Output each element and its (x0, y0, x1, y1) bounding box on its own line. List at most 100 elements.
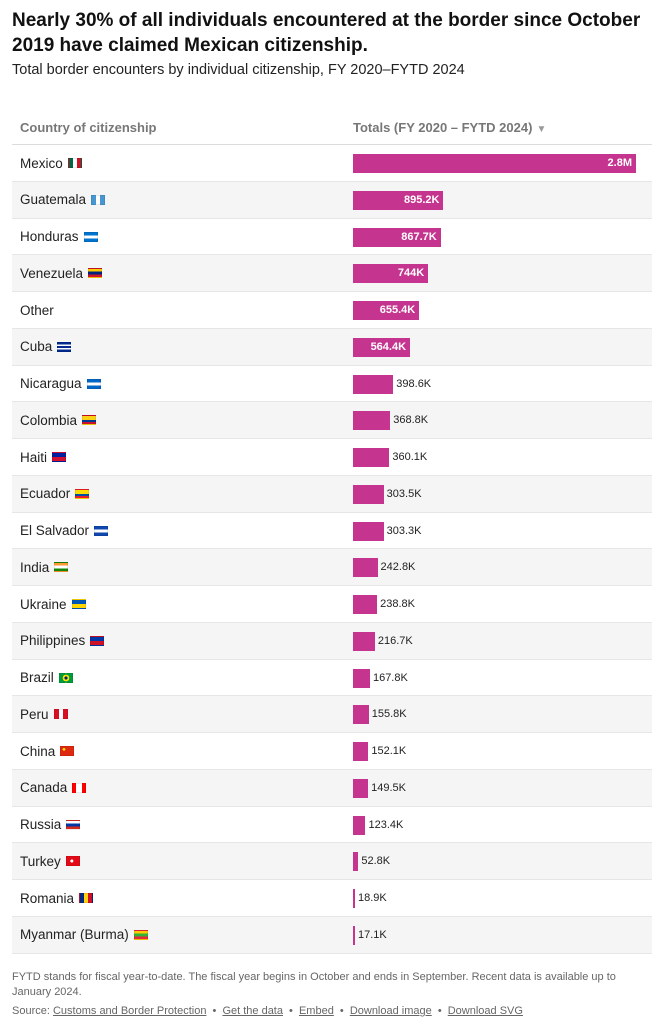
bar (353, 815, 366, 835)
bar-cell: 149.5K (353, 770, 643, 806)
bar-cell: 2.8M (353, 145, 643, 181)
bar (353, 925, 355, 945)
bar-cell: 242.8K (353, 549, 643, 585)
el-salvador-flag-icon (94, 525, 109, 536)
chart-subtitle: Total border encounters by individual ci… (12, 62, 465, 78)
bar (353, 595, 378, 614)
mexico-flag-icon (67, 158, 82, 168)
download-svg-link[interactable]: Download SVG (447, 1005, 523, 1017)
country-name: Romania (20, 890, 75, 906)
table-row: Guatemala 895.2K (12, 181, 652, 219)
country-name: Ukraine (20, 596, 67, 612)
table-row: Brazil 167.8K (12, 660, 652, 697)
sort-descending-icon[interactable]: ▼ (536, 124, 547, 135)
bar-cell: 655.4K (353, 292, 643, 328)
country-cell: Venezuela (20, 255, 103, 291)
country-name: Canada (20, 780, 68, 796)
data-label: 744K (397, 267, 425, 280)
data-label: 867.7K (401, 230, 437, 243)
data-label: 564.4K (370, 340, 407, 353)
download-image-link[interactable]: Download image (349, 1005, 432, 1017)
country-name: Brazil (20, 670, 54, 685)
separator: • (212, 1005, 217, 1017)
honduras-flag-icon (83, 231, 98, 242)
bar-cell: 123.4K (353, 807, 643, 843)
bar (353, 411, 391, 431)
bar-cell: 564.4K (353, 329, 643, 365)
bar-cell: 895.2K (353, 182, 643, 218)
turkey-flag-icon (65, 856, 80, 867)
column-header-country: Country of citizenship (20, 120, 157, 135)
bar (353, 264, 429, 284)
bar (353, 705, 369, 725)
country-cell: Other (20, 292, 54, 328)
country-cell: Russia (20, 807, 81, 843)
country-cell: Philippines (20, 623, 105, 659)
country-name: Turkey (20, 853, 61, 869)
country-name: India (20, 559, 50, 575)
bar (353, 631, 375, 651)
bar (353, 778, 369, 798)
separator: • (437, 1005, 442, 1017)
brazil-flag-icon (58, 672, 73, 683)
data-label: 149.5K (371, 781, 406, 794)
canada-flag-icon (72, 782, 87, 793)
country-name: Ecuador (20, 486, 71, 502)
country-cell: Turkey (20, 843, 80, 879)
column-header-totals[interactable]: Totals (FY 2020 – FYTD 2024) ▼ (353, 120, 546, 135)
bar (353, 668, 370, 688)
table-row: China 152.1K (12, 733, 652, 770)
country-name: China (20, 743, 56, 759)
source-link[interactable]: Customs and Border Protection (52, 1005, 207, 1017)
bar (353, 154, 636, 173)
table-row: Nicaragua 398.6K (12, 366, 652, 403)
country-name: Venezuela (20, 265, 84, 281)
chart-title: Nearly 30% of all individuals encountere… (12, 10, 641, 56)
data-label: 52.8K (361, 855, 391, 868)
bar (353, 448, 390, 467)
table-row: Philippines 216.7K (12, 622, 652, 660)
get-the-data-link[interactable]: Get the data (222, 1005, 283, 1017)
country-cell: Ukraine (20, 586, 86, 622)
bar (353, 521, 384, 541)
embed-link[interactable]: Embed (298, 1005, 334, 1017)
bar-cell: 303.3K (353, 513, 643, 549)
country-cell: India (20, 549, 69, 585)
table-row: Mexico 2.8M (12, 145, 652, 182)
country-cell: Haiti (20, 439, 67, 475)
bar (353, 889, 355, 908)
bar-cell: 216.7K (353, 623, 643, 659)
india-flag-icon (54, 562, 69, 573)
bar-cell: 155.8K (353, 696, 643, 732)
country-name: Haiti (20, 449, 48, 465)
data-label: 2.8M (607, 157, 632, 169)
country-name: Colombia (20, 412, 78, 428)
table-row: Colombia 368.8K (12, 402, 652, 439)
data-label: 303.3K (386, 524, 422, 537)
separator: • (339, 1005, 344, 1017)
data-label: 895.2K (404, 193, 440, 206)
country-cell: Honduras (20, 219, 98, 255)
bar (353, 558, 378, 578)
country-name: Nicaragua (20, 376, 82, 391)
chart-footer: FYTD stands for fiscal year-to-date. The… (12, 970, 652, 1019)
table-row: Ecuador 303.5K (12, 475, 652, 513)
source-line: Source: Customs and Border Protection • … (12, 1004, 652, 1019)
country-cell: Peru (20, 696, 68, 732)
bar-cell: 52.8K (353, 843, 643, 879)
column-header-totals-label: Totals (FY 2020 – FYTD 2024) (353, 120, 533, 135)
data-label: 242.8K (380, 561, 416, 574)
country-cell: China (20, 733, 75, 769)
bar (353, 301, 420, 320)
bar-cell: 867.7K (353, 219, 643, 255)
cuba-flag-icon (57, 341, 72, 352)
country-name: Philippines (20, 633, 86, 649)
country-name: El Salvador (20, 523, 90, 538)
bar (353, 374, 394, 394)
table-header: Country of citizenship Totals (FY 2020 –… (12, 110, 652, 145)
bar-cell: 18.9K (353, 880, 643, 916)
table-row: Haiti 360.1K (12, 439, 652, 476)
data-label: 398.6K (396, 377, 432, 390)
country-name: Mexico (20, 155, 63, 171)
country-cell: Brazil (20, 660, 73, 696)
